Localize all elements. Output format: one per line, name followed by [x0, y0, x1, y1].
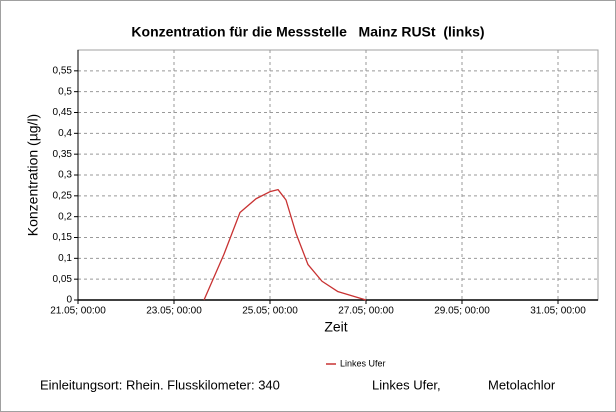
y-tick-label: 0,55 — [53, 65, 73, 76]
y-tick-label: 0,3 — [58, 170, 72, 181]
y-tick-label: 0,4 — [58, 128, 72, 139]
y-tick-label: 0,5 — [58, 86, 72, 97]
y-tick-label: 0,1 — [58, 253, 72, 264]
y-axis-label: Konzentration (µg/l) — [25, 114, 41, 236]
x-tick-label: 31.05; 00:00 — [530, 306, 586, 317]
y-tick-label: 0,45 — [53, 107, 73, 118]
x-tick-label: 21.05; 00:00 — [50, 306, 106, 317]
y-tick-label: 0,05 — [53, 274, 73, 285]
chart-title: Konzentration für die Messstelle Mainz R… — [131, 24, 484, 40]
footer-text: Einleitungsort: Rhein. Flusskilometer: 3… — [40, 377, 280, 392]
y-tick-label: 0,15 — [53, 232, 73, 243]
y-tick-label: 0,25 — [53, 190, 73, 201]
x-tick-label: 23.05; 00:00 — [146, 306, 202, 317]
x-axis-label: Zeit — [324, 319, 347, 335]
x-tick-label: 29.05; 00:00 — [434, 306, 490, 317]
legend-label: Linkes Ufer — [340, 358, 386, 368]
data-line — [203, 188, 367, 301]
y-tick-label: 0 — [66, 295, 72, 306]
y-tick-label: 0,35 — [53, 149, 73, 160]
x-tick-label: 25.05; 00:00 — [242, 306, 298, 317]
y-tick-label: 0,2 — [58, 211, 72, 222]
x-tick-label: 27.05; 00:00 — [338, 306, 394, 317]
footer-text: Metolachlor — [488, 377, 556, 392]
footer-text: Linkes Ufer, — [372, 377, 441, 392]
